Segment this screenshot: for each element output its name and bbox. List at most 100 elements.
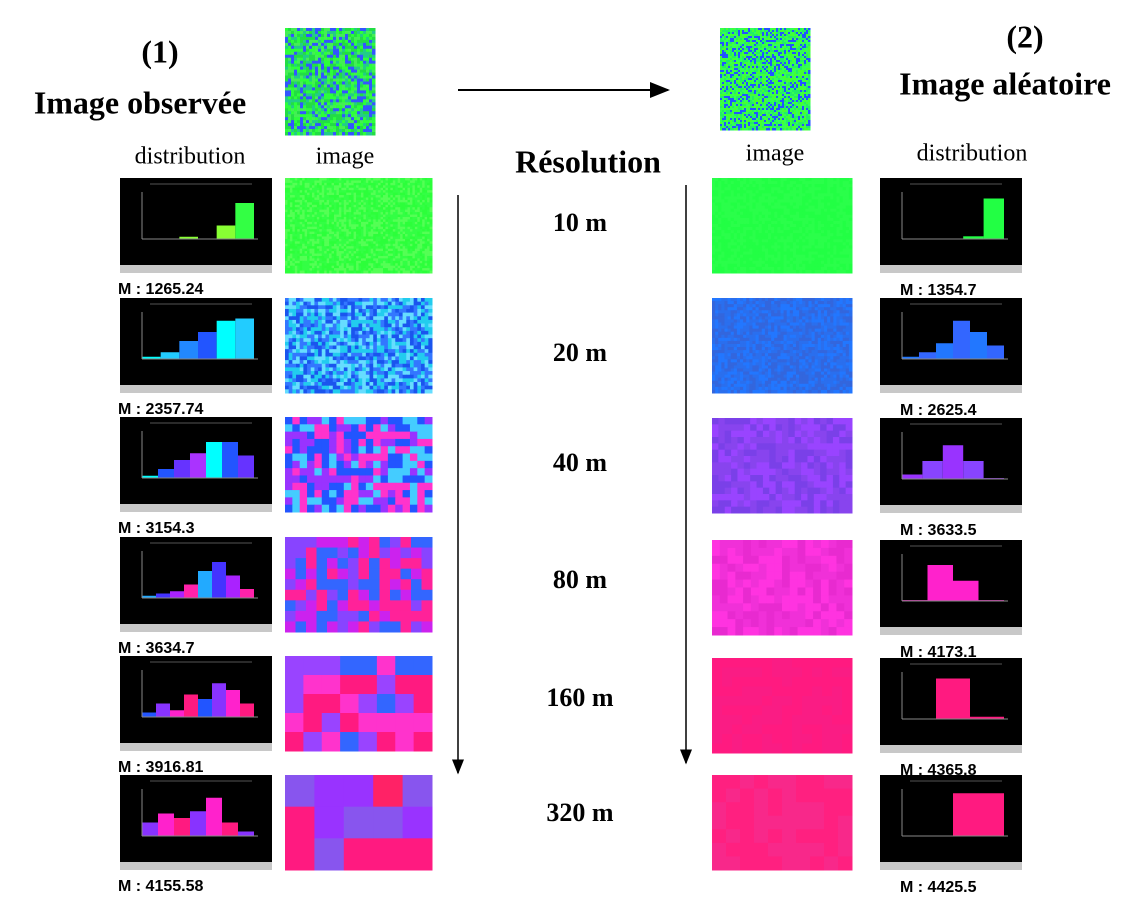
pixel (756, 72, 759, 75)
pixel (324, 42, 328, 47)
pixel (324, 132, 328, 136)
pixel (720, 58, 723, 61)
pixel (300, 102, 304, 106)
pixel (395, 212, 399, 216)
pixel (804, 126, 807, 129)
pixel (288, 57, 292, 62)
pixel (373, 226, 377, 230)
pixel (732, 44, 735, 47)
pixel (417, 195, 421, 198)
pixel (750, 60, 753, 63)
pixel (390, 195, 394, 198)
pixel (720, 36, 723, 39)
pixel (314, 199, 318, 203)
pixel (380, 190, 384, 194)
pixel (346, 178, 350, 181)
pixel (356, 236, 359, 240)
pixel (776, 118, 779, 121)
pixel (324, 236, 328, 240)
pixel (770, 60, 773, 63)
pixel (287, 214, 291, 218)
pixel (333, 69, 337, 74)
pixel (334, 202, 337, 206)
pixel (345, 123, 349, 127)
pixel (303, 60, 307, 65)
pixel (794, 40, 797, 43)
pixel (329, 216, 333, 220)
pixel (802, 94, 805, 97)
pixel (744, 82, 747, 85)
pixel (728, 52, 731, 55)
pixel (285, 226, 288, 230)
window-bar (120, 265, 272, 273)
pixel (324, 57, 328, 62)
pixel (291, 57, 295, 62)
pixel (798, 74, 801, 77)
pixel (330, 51, 334, 56)
pixel (752, 28, 755, 31)
pixel (760, 94, 763, 97)
pixel (378, 219, 382, 223)
pixel (788, 58, 791, 61)
pixel (351, 219, 355, 223)
pixel (800, 120, 803, 123)
pixel (360, 236, 364, 240)
pixel (354, 48, 358, 53)
pixel (724, 108, 727, 111)
pixel (351, 63, 355, 68)
pixel (400, 231, 404, 235)
pixel (327, 117, 331, 121)
pixel (351, 78, 355, 82)
pixel (764, 48, 767, 51)
pixel (342, 30, 346, 35)
pixel (348, 236, 352, 240)
pixel (318, 111, 322, 115)
pixel (770, 92, 773, 95)
pixel (370, 229, 374, 233)
pixel (316, 195, 320, 198)
pixel (744, 52, 747, 55)
pixel (417, 231, 421, 235)
pixel (788, 70, 791, 73)
pixel (720, 124, 723, 127)
pixel (748, 46, 751, 49)
pixel (752, 118, 755, 121)
pixel (318, 102, 322, 106)
pixel (776, 120, 779, 123)
pixel (798, 72, 801, 75)
pixel (365, 229, 369, 233)
pixel (798, 46, 801, 49)
pixel (786, 126, 789, 129)
pixel (764, 56, 767, 59)
pixel (289, 199, 293, 203)
pixel (336, 199, 340, 203)
pixel (291, 28, 295, 32)
pixel (800, 86, 803, 89)
pixel (383, 226, 386, 230)
pixel (784, 94, 787, 97)
pixel (363, 229, 367, 233)
pixel (736, 80, 739, 83)
pixel (800, 74, 803, 77)
pixel (307, 199, 310, 203)
pixel (764, 62, 767, 65)
pixel (360, 90, 364, 94)
pixel (378, 229, 382, 233)
pixel (366, 54, 370, 59)
pixel (766, 40, 769, 43)
pixel (285, 234, 288, 237)
pixel (309, 190, 313, 194)
pixel (343, 212, 347, 216)
pixel (292, 209, 296, 213)
pixel (357, 72, 361, 77)
pixel (756, 82, 759, 85)
pixel (746, 42, 749, 45)
pixel (369, 93, 373, 97)
pixel (750, 110, 753, 113)
pixel (370, 216, 374, 220)
pixel (383, 234, 386, 237)
pixel (734, 126, 737, 129)
pixel (400, 190, 404, 194)
pixel (378, 182, 382, 186)
pixel (414, 180, 418, 184)
